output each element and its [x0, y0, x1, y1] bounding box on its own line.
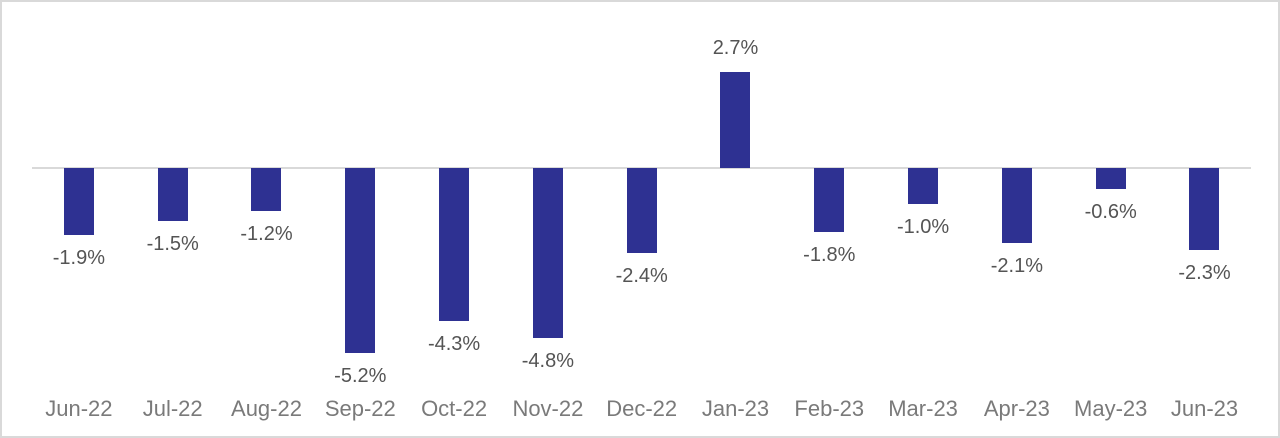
bar	[63, 168, 94, 235]
bar-value-label: -1.8%	[803, 244, 856, 266]
x-axis-tick-label: Jun-22	[45, 396, 113, 421]
bar-value-label: -1.9%	[52, 247, 106, 269]
x-axis-tick-label: Mar-23	[888, 396, 958, 421]
bar	[1001, 168, 1032, 243]
x-axis-tick-label: Jun-23	[1170, 396, 1239, 421]
bar	[720, 72, 751, 168]
bar-value-label: 2.7%	[712, 37, 759, 59]
x-axis-tick-label: Nov-22	[512, 396, 584, 421]
bar	[1095, 168, 1126, 189]
bar-value-label: -5.2%	[334, 365, 387, 387]
chart-column: 2.7% Jan-23	[689, 2, 783, 436]
x-axis-tick-label: Dec-22	[606, 396, 678, 421]
chart-column: -2.3% Jun-23	[1158, 2, 1252, 436]
bar	[532, 168, 563, 338]
chart-column: -0.6% May-23	[1064, 2, 1158, 436]
bar	[157, 168, 188, 221]
bar-value-label: -4.8%	[521, 350, 575, 372]
chart-column: -1.0% Mar-23	[876, 2, 970, 436]
x-axis-tick-label: May-23	[1074, 396, 1148, 421]
bar-value-label: -4.3%	[427, 333, 481, 355]
bar-value-label: -2.4%	[615, 265, 668, 287]
x-axis-tick-label: Sep-22	[324, 396, 396, 421]
chart-column: -1.5% Jul-22	[126, 2, 220, 436]
chart-column: -1.2% Aug-22	[220, 2, 314, 436]
bar	[626, 168, 657, 253]
bar	[439, 168, 470, 321]
x-axis-tick-label: Feb-23	[794, 396, 865, 421]
bar-value-label: -1.2%	[240, 223, 293, 245]
chart-column: -5.2% Sep-22	[313, 2, 407, 436]
bar-value-label: -1.5%	[146, 233, 199, 255]
x-axis-tick-label: Jan-23	[701, 396, 770, 421]
chart-column: -4.8% Nov-22	[501, 2, 595, 436]
chart-column: -1.9% Jun-22	[32, 2, 126, 436]
x-axis-tick-label: Jul-22	[142, 396, 203, 421]
chart-column: -2.4% Dec-22	[595, 2, 689, 436]
bar	[345, 168, 376, 353]
x-axis-tick-label: Oct-22	[421, 396, 488, 421]
bar-value-label: -2.3%	[1178, 262, 1231, 284]
x-axis-tick-label: Aug-22	[231, 396, 302, 421]
x-axis-tick-label: Apr-23	[983, 396, 1050, 421]
bar-value-label: -2.1%	[990, 255, 1044, 277]
bar	[1189, 168, 1220, 250]
bar-value-label: -1.0%	[896, 216, 950, 238]
chart-column: -1.8% Feb-23	[782, 2, 876, 436]
bar	[908, 168, 939, 204]
bar-value-label: -0.6%	[1084, 201, 1137, 223]
chart-column: -2.1% Apr-23	[970, 2, 1064, 436]
bar	[814, 168, 845, 232]
chart-column: -4.3% Oct-22	[407, 2, 501, 436]
bar	[251, 168, 282, 211]
